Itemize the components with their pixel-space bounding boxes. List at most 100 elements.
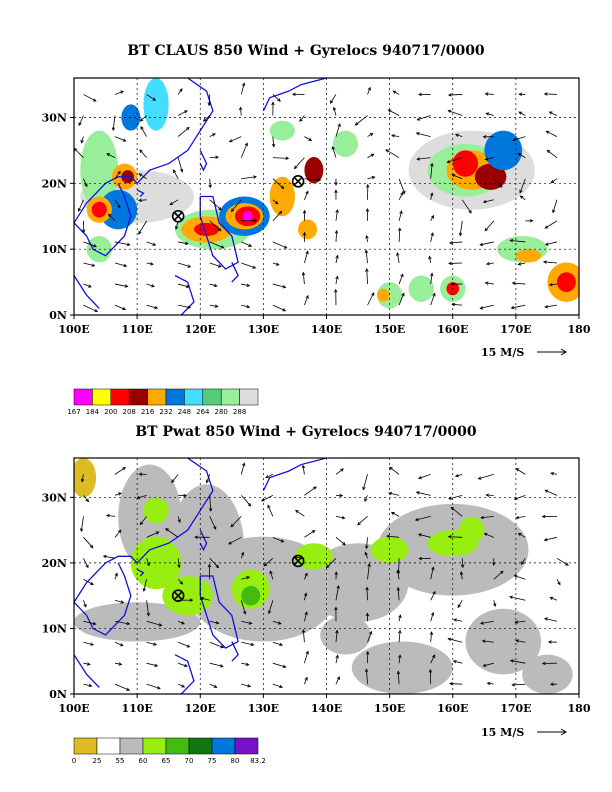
wind-vector-head (329, 100, 334, 104)
wind-vector (547, 149, 558, 158)
wind-vector (515, 620, 526, 623)
wind-vector (272, 199, 279, 205)
coastline (262, 78, 327, 112)
wind-vector-head (86, 662, 91, 666)
wind-vector (485, 157, 494, 160)
wind-vector (78, 115, 84, 126)
wind-vector-head (397, 227, 402, 232)
wind-vector-head (460, 564, 465, 569)
x-tick-label: 140E (311, 702, 342, 715)
colorbar-label: 25 (93, 757, 102, 765)
wind-vector (165, 528, 179, 538)
wind-vector-head (339, 493, 344, 498)
wind-vector-head (107, 213, 112, 218)
wind-vector (294, 157, 305, 169)
wind-vector (146, 94, 156, 101)
wind-vector-head (186, 126, 190, 131)
wind-vector (367, 292, 375, 306)
colorbar-label: 70 (185, 757, 194, 765)
wind-vector-head (207, 102, 211, 107)
wind-vector-head (416, 117, 421, 121)
wind-vector-head (543, 92, 548, 96)
wind-vector-head (550, 471, 555, 476)
shaded-region (91, 201, 107, 218)
wind-vector (366, 587, 368, 601)
wind-vector-head (545, 130, 550, 134)
wind-vector (486, 112, 494, 116)
wind-vector-head (220, 644, 225, 649)
colorbar-label: 80 (231, 757, 240, 765)
wind-vector (146, 531, 159, 538)
wind-vector (461, 199, 472, 214)
wind-vector-head (518, 92, 523, 97)
wind-vector-head (550, 179, 555, 184)
wind-vector-head (240, 551, 245, 556)
wind-vector (521, 558, 526, 565)
wind-vector (177, 620, 185, 625)
wind-vector (398, 630, 401, 643)
wind-vector-head (544, 225, 549, 229)
wind-vector-head (362, 486, 366, 491)
wind-vector-head (365, 650, 370, 655)
wind-vector-head (138, 198, 142, 202)
wind-vector (550, 178, 558, 184)
wind-vector-head (291, 92, 296, 97)
wind-vector-head (156, 686, 161, 690)
wind-vector (455, 134, 463, 137)
wind-vector-head (396, 570, 401, 575)
wind-vector-head (484, 92, 489, 96)
wind-vector-head (542, 260, 547, 264)
wind-vector (516, 468, 526, 475)
wind-vector-head (511, 281, 516, 285)
wind-vector-head (313, 486, 317, 490)
wind-vector (453, 619, 463, 622)
wind-vector (83, 304, 98, 312)
wind-vector (549, 111, 558, 116)
gyre-marker-x (173, 211, 183, 221)
wind-vector (80, 516, 84, 532)
wind-vector (177, 127, 190, 137)
coastline (74, 183, 132, 257)
wind-vector-head (365, 268, 369, 272)
wind-vector-head (285, 156, 290, 160)
colorbar-swatch (128, 388, 148, 406)
wind-vector (171, 474, 179, 483)
wind-vector-head (219, 664, 224, 668)
wind-vector-head (122, 467, 126, 471)
wind-vector-head (337, 123, 341, 127)
wind-vector (114, 90, 124, 95)
wind-vector (272, 178, 284, 189)
wind-vector (397, 671, 400, 685)
shaded-region (515, 249, 542, 263)
wind-vector (449, 683, 463, 685)
wind-vector-head (371, 175, 376, 180)
wind-vector (272, 241, 287, 249)
wind-vector (177, 516, 181, 523)
wind-vector (545, 304, 557, 308)
wind-vector-head (468, 209, 472, 214)
wind-vector-head (364, 668, 369, 673)
wind-vector-head (334, 189, 338, 194)
wind-vector-head (547, 640, 552, 644)
wind-vector (304, 136, 312, 141)
wind-vector-head (120, 600, 125, 604)
wind-vector-head (335, 209, 339, 213)
wind-vector-head (415, 132, 420, 136)
wind-vector-head (367, 86, 371, 91)
wind-vector (398, 210, 402, 221)
wind-vector-head (449, 241, 453, 245)
wind-vector-head (185, 284, 190, 289)
wind-vector-head (541, 661, 546, 666)
wind-vector (83, 662, 90, 665)
wind-vector-head (484, 281, 489, 285)
wind-vector-head (477, 476, 482, 480)
wind-vector-head (415, 491, 420, 495)
colorbar-label: 288 (233, 408, 246, 416)
wind-vector-head (392, 90, 397, 94)
wind-vector (302, 465, 305, 475)
wind-vector-head (187, 264, 192, 268)
wind-vector (240, 600, 246, 615)
wind-vector-head (430, 611, 435, 616)
wind-vector-head (238, 106, 243, 111)
wind-vector-head (146, 562, 150, 567)
